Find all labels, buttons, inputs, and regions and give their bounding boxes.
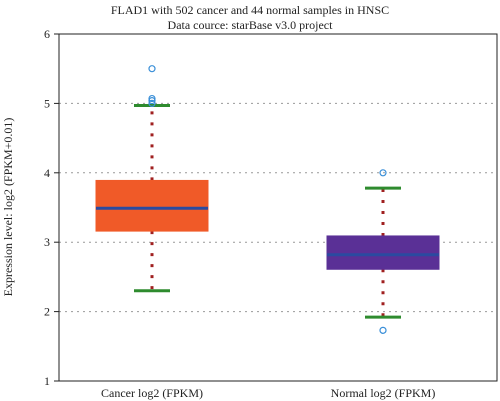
boxes [95,65,440,334]
y-axis-label: Expression level: log2 (FPKM+0.01) [1,118,15,297]
iqr-box [95,179,209,232]
chart-subtitle: Data cource: starBase v3.0 project [168,18,334,32]
box-normal [326,169,440,334]
y-tick-label-4: 4 [44,166,50,180]
gridlines [59,102,497,313]
y-tick-label-3: 3 [44,235,50,249]
chart-title: FLAD1 with 502 cancer and 44 normal samp… [111,3,389,17]
x-category-label-normal: Normal log2 (FPKM) [331,386,436,400]
x-category-label-cancer: Cancer log2 (FPKM) [101,386,203,400]
outlier-point [379,326,387,334]
y-axis-ticks: 1 2 3 4 5 6 [44,27,59,388]
outlier-point [148,97,156,105]
outlier-point [379,169,387,177]
outlier-point [148,94,156,103]
iqr-box [326,235,440,270]
y-tick-label-5: 5 [44,96,50,110]
box-cancer [95,65,209,293]
outlier-point [148,65,156,73]
outlier-point [148,99,156,108]
plot-frame [58,33,498,382]
y-tick-label-6: 6 [44,27,50,41]
y-tick-label-1: 1 [44,374,50,388]
x-axis-labels: Cancer log2 (FPKM) Normal log2 (FPKM) [101,386,435,400]
y-tick-label-2: 2 [44,305,50,319]
